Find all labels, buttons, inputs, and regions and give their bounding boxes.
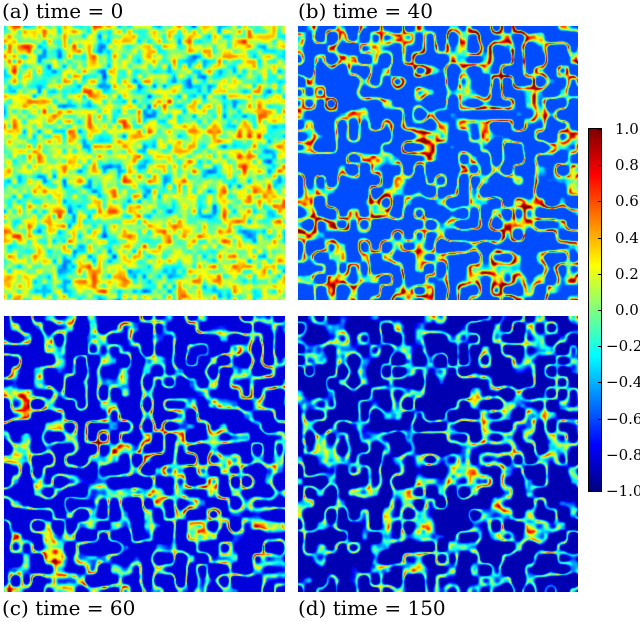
colorbar-tick-label: 0.0 bbox=[615, 301, 639, 319]
field-image-c bbox=[4, 316, 285, 592]
field-image-a bbox=[4, 26, 285, 300]
colorbar-tick-mark bbox=[598, 310, 602, 311]
field-image-d bbox=[298, 316, 578, 592]
colorbar-tick-label: −1.0 bbox=[606, 482, 640, 500]
colorbar-tick-label: −0.8 bbox=[606, 445, 640, 464]
colorbar-tick-label: 0.4 bbox=[615, 228, 639, 247]
colorbar-tick-mark bbox=[598, 129, 602, 130]
colorbar-tick-mark bbox=[598, 419, 602, 420]
colorbar-tick-mark bbox=[598, 238, 602, 239]
colorbar-tick-label: 0.8 bbox=[615, 156, 639, 175]
panel-label-d: (d) time = 150 bbox=[298, 596, 446, 620]
field-image-b bbox=[298, 26, 578, 300]
colorbar-tick-mark bbox=[598, 274, 602, 275]
colorbar-tick-label: −0.4 bbox=[606, 373, 640, 392]
colorbar-tick-label: 1.0 bbox=[615, 120, 639, 138]
colorbar-tick-mark bbox=[598, 346, 602, 347]
colorbar-tick-mark bbox=[598, 165, 602, 166]
colorbar-tick-mark bbox=[598, 382, 602, 383]
panel-label-a: (a) time = 0 bbox=[2, 0, 124, 23]
colorbar-tick-mark bbox=[598, 455, 602, 456]
colorbar-tick-mark bbox=[598, 491, 602, 492]
colorbar-tick-label: 0.6 bbox=[615, 192, 639, 211]
panel-label-c: (c) time = 60 bbox=[2, 596, 136, 620]
colorbar-tick-label: 0.2 bbox=[615, 264, 639, 283]
colorbar-tick-label: −0.2 bbox=[606, 337, 640, 356]
panel-label-b: (b) time = 40 bbox=[298, 0, 433, 23]
colorbar-tick-mark bbox=[598, 201, 602, 202]
colorbar-tick-label: −0.6 bbox=[606, 409, 640, 428]
